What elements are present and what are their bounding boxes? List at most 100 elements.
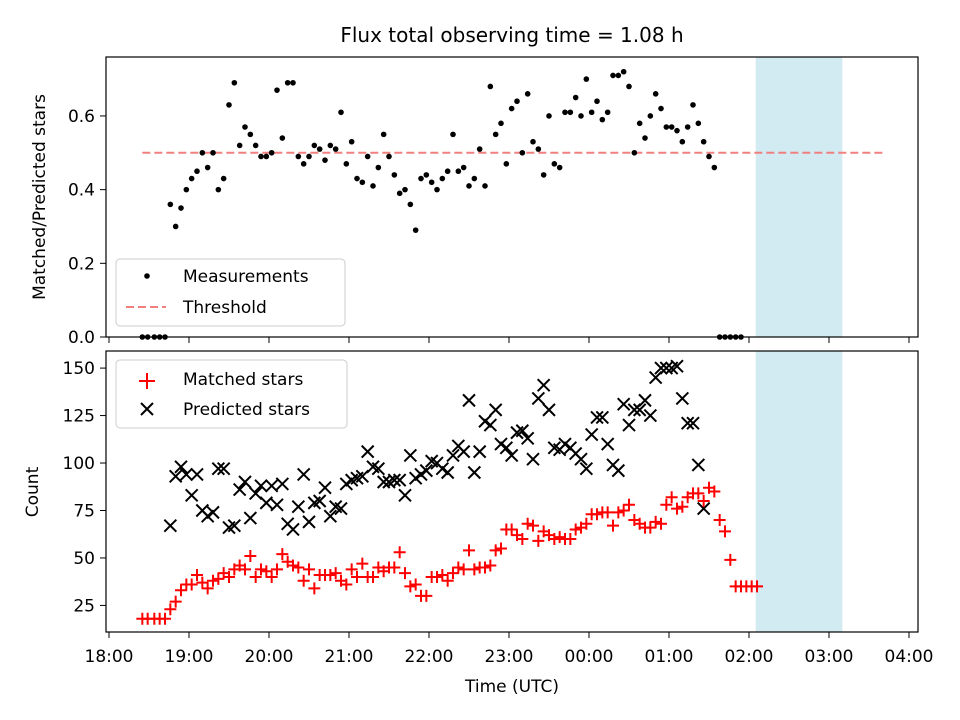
highlight-band bbox=[755, 57, 843, 337]
matched-star-point bbox=[580, 517, 593, 530]
predicted-star-point bbox=[296, 467, 311, 482]
matched-star-point bbox=[607, 519, 619, 532]
matched-stars-layer bbox=[136, 481, 763, 625]
bottom-panel: 25 50 75 100 125 150 18:00 19:00 20:00 21:00 22:0… bbox=[23, 350, 934, 697]
matched-star-point bbox=[495, 542, 507, 555]
predicted-star-point bbox=[462, 393, 476, 408]
predicted-star-point bbox=[574, 452, 588, 466]
measurement-point bbox=[476, 146, 483, 152]
predicted-star-point bbox=[590, 410, 604, 425]
matched-star-point bbox=[697, 494, 710, 507]
measurement-point bbox=[290, 79, 296, 86]
measurement-point bbox=[295, 153, 302, 160]
matched-star-point bbox=[676, 500, 689, 513]
matched-star-point bbox=[388, 561, 401, 574]
measurement-point bbox=[663, 124, 670, 130]
predicted-star-point bbox=[259, 496, 274, 510]
y-tick-label: 0.2 bbox=[68, 254, 95, 274]
predicted-star-point bbox=[174, 460, 188, 474]
measurement-point bbox=[220, 175, 227, 182]
measurement-point bbox=[428, 179, 435, 186]
matched-star-point bbox=[489, 544, 502, 557]
matched-star-point bbox=[457, 563, 470, 576]
top-highlight-band-layer bbox=[755, 57, 843, 337]
measurement-point bbox=[263, 153, 270, 160]
matched-star-point bbox=[612, 506, 625, 519]
matched-star-point bbox=[521, 517, 534, 530]
predicted-star-point bbox=[488, 403, 503, 417]
measurement-point bbox=[354, 175, 360, 182]
measurement-point bbox=[631, 149, 638, 156]
measurement-point bbox=[210, 149, 216, 156]
matched-star-point bbox=[393, 546, 406, 559]
measurement-point bbox=[684, 124, 691, 130]
legend-measurements-label: Measurements bbox=[183, 267, 309, 287]
predicted-star-point bbox=[680, 416, 695, 430]
matched-star-point bbox=[276, 548, 289, 561]
measurement-point bbox=[231, 79, 238, 86]
measurement-point bbox=[242, 124, 248, 130]
measurement-point bbox=[450, 131, 456, 138]
measurement-point bbox=[247, 131, 254, 138]
measurement-point bbox=[311, 142, 318, 149]
measurement-point bbox=[492, 131, 499, 138]
predicted-star-point bbox=[291, 499, 306, 514]
predicted-star-point bbox=[515, 424, 530, 438]
matched-star-point bbox=[505, 523, 518, 536]
measurement-point bbox=[556, 164, 563, 171]
matched-star-point bbox=[441, 574, 454, 587]
measurement-point bbox=[386, 153, 392, 160]
matched-star-point bbox=[644, 521, 657, 534]
y-tick-label: 125 bbox=[63, 407, 95, 427]
predicted-star-point bbox=[616, 397, 631, 411]
predicted-star-point bbox=[611, 463, 626, 478]
predicted-star-point bbox=[403, 448, 418, 463]
predicted-star-point bbox=[675, 391, 690, 406]
bottom-legend: Matched stars Predicted stars bbox=[115, 359, 348, 429]
predicted-star-point bbox=[387, 473, 402, 487]
measurement-point bbox=[482, 183, 488, 189]
x-axis-label: Time (UTC) bbox=[464, 677, 559, 697]
measurement-point bbox=[535, 146, 542, 152]
measurement-point bbox=[695, 120, 702, 127]
bottom-legend-box bbox=[115, 359, 348, 429]
measurement-point bbox=[434, 186, 440, 193]
measurement-point bbox=[460, 164, 467, 171]
measurement-point bbox=[567, 109, 574, 116]
measurement-point bbox=[572, 94, 579, 101]
predicted-star-point bbox=[232, 482, 247, 497]
matched-star-point bbox=[271, 563, 283, 576]
legend-predicted-label: Predicted stars bbox=[183, 400, 310, 420]
matched-star-point bbox=[351, 570, 363, 583]
measurement-point bbox=[391, 172, 398, 178]
predicted-star-point bbox=[536, 378, 551, 392]
predicted-star-point bbox=[190, 467, 204, 482]
predicted-star-point bbox=[360, 444, 375, 459]
y-tick-label: 0.6 bbox=[68, 107, 95, 127]
measurement-point bbox=[204, 164, 211, 171]
matched-star-point bbox=[239, 563, 251, 576]
matched-star-point bbox=[452, 561, 465, 574]
predicted-star-point bbox=[168, 469, 183, 484]
predicted-star-point bbox=[371, 462, 386, 476]
predicted-star-point bbox=[254, 479, 268, 493]
measurement-point bbox=[455, 168, 462, 175]
matched-star-point bbox=[724, 553, 737, 566]
matched-star-point bbox=[713, 513, 726, 526]
predicted-star-point bbox=[286, 522, 300, 537]
measurement-point bbox=[700, 138, 707, 145]
highlight-band bbox=[755, 351, 843, 632]
matched-star-point bbox=[692, 487, 705, 500]
measurement-point bbox=[370, 183, 376, 189]
measurement-point bbox=[604, 109, 611, 116]
measurement-point bbox=[594, 98, 600, 105]
predicted-star-point bbox=[483, 418, 498, 432]
x-tick-label: 19:00 bbox=[165, 647, 214, 667]
matched-star-point bbox=[164, 603, 177, 616]
matched-star-point bbox=[447, 567, 459, 580]
measurement-point bbox=[514, 98, 520, 105]
predicted-star-point bbox=[542, 403, 556, 417]
measurements-layer bbox=[139, 68, 744, 340]
matched-star-point bbox=[751, 580, 763, 593]
predicted-star-point bbox=[419, 463, 434, 478]
